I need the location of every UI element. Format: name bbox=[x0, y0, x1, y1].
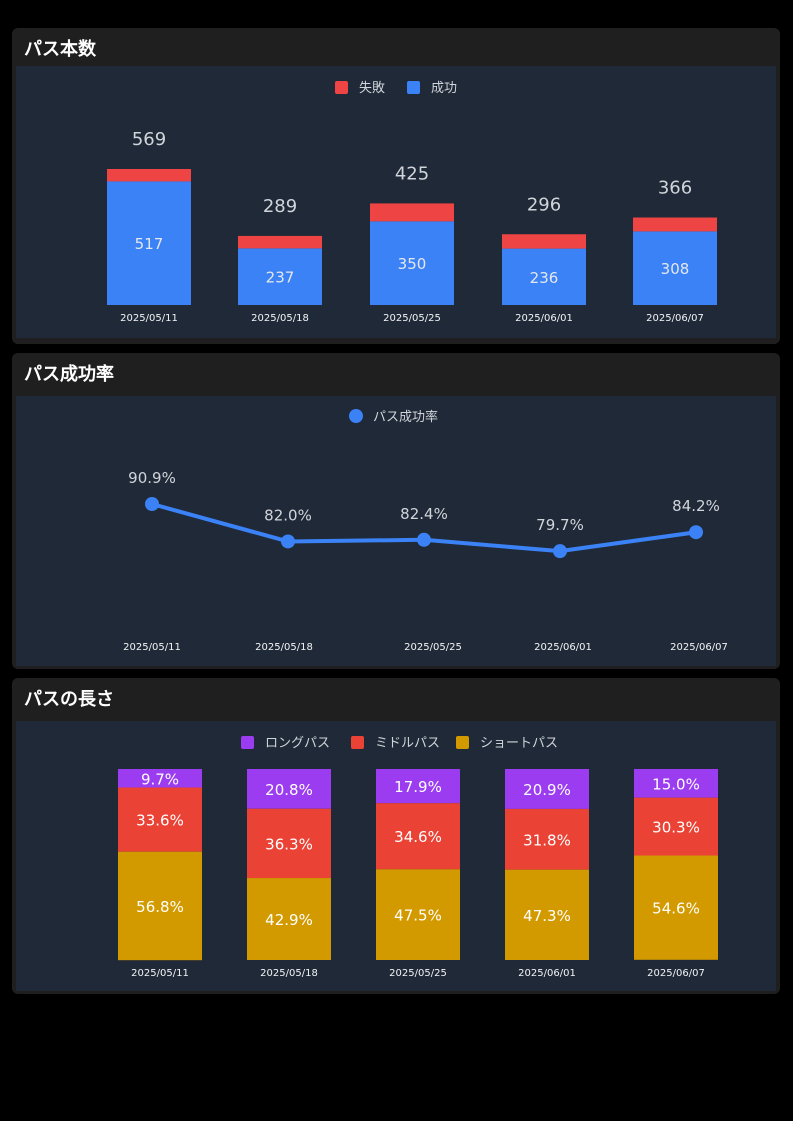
data-point bbox=[281, 534, 295, 549]
legend-swatch-1 bbox=[351, 736, 364, 749]
x-tick-label: 2025/05/18 bbox=[251, 313, 309, 324]
x-tick-label: 2025/05/18 bbox=[255, 642, 313, 653]
bar-segment-1 bbox=[634, 797, 718, 856]
bar-segment-0 bbox=[247, 769, 331, 809]
bar-total-label: 569 bbox=[132, 129, 166, 150]
x-tick-label: 2025/05/11 bbox=[131, 968, 189, 979]
bar-segment-label: 20.9% bbox=[523, 781, 571, 799]
bar-fail bbox=[370, 203, 454, 222]
pass-rate-plot: パス成功率 90.9% 2025/05/11 82.0% 2025/05/18 82.4%… bbox=[16, 396, 776, 666]
data-point bbox=[145, 497, 159, 511]
pass-count-panel: パス本数 失敗 成功 517 569 2025/05/11 237 289 2025/05/1… bbox=[12, 28, 780, 344]
bar-segment-label: 20.8% bbox=[265, 781, 313, 799]
bar-success bbox=[238, 248, 322, 305]
pass-rate-title: パス成功率 bbox=[24, 364, 114, 385]
legend-swatch-0 bbox=[241, 736, 254, 749]
bar-segment-label: 56.8% bbox=[136, 898, 184, 916]
legend-label-2: ショートパス bbox=[480, 736, 558, 751]
bar-segment-label: 31.8% bbox=[523, 831, 571, 849]
x-tick-label: 2025/06/01 bbox=[534, 642, 592, 653]
pass-length-panel: パスの長さ ロングパス ミドルパス ショートパス 9.7% 33.6% 56.8% 2025… bbox=[12, 678, 780, 994]
x-tick-label: 2025/05/11 bbox=[120, 313, 178, 324]
data-point bbox=[417, 532, 431, 547]
x-tick-label: 2025/05/25 bbox=[389, 968, 447, 979]
pass-count-title: パス本数 bbox=[24, 39, 96, 60]
bar-segment-label: 9.7% bbox=[141, 770, 179, 788]
x-tick-label: 2025/06/07 bbox=[647, 968, 705, 979]
bar-segment-0 bbox=[634, 769, 718, 798]
bar-total-label: 425 bbox=[395, 163, 429, 184]
bar-total-label: 289 bbox=[263, 196, 297, 217]
pass-rate-panel: パス成功率 パス成功率 90.9% 2025/05/11 82.0% 2025/05/1… bbox=[12, 353, 780, 669]
bar-success bbox=[633, 231, 717, 305]
bar-segment-label: 33.6% bbox=[136, 812, 184, 830]
bar-segment-label: 15.0% bbox=[652, 775, 700, 793]
bar-segment-label: 54.6% bbox=[652, 900, 700, 918]
bar-segment-label: 34.6% bbox=[394, 828, 442, 846]
bar-success-label: 236 bbox=[530, 269, 559, 287]
bar-success bbox=[107, 181, 191, 305]
legend-label-1: ミドルパス bbox=[375, 736, 440, 751]
bar-segment-1 bbox=[118, 787, 202, 852]
bar-segment-2 bbox=[247, 878, 331, 960]
bar-segment-0 bbox=[505, 769, 589, 809]
bar-segment-1 bbox=[247, 808, 331, 879]
bar-segment-2 bbox=[118, 851, 202, 961]
legend-swatch-2 bbox=[456, 736, 469, 749]
legend-label-0: 失敗 bbox=[359, 81, 385, 96]
legend-label-0: ロングパス bbox=[265, 736, 330, 751]
pass-rate-chart: パス成功率 90.9% 2025/05/11 82.0% 2025/05/18 82.4%… bbox=[123, 409, 728, 653]
legend-swatch-0 bbox=[335, 81, 348, 94]
bar-segment-label: 17.9% bbox=[394, 778, 442, 796]
bar-segment-2 bbox=[376, 869, 460, 960]
x-tick-label: 2025/05/25 bbox=[383, 313, 441, 324]
data-point-label: 84.2% bbox=[672, 497, 720, 515]
bar-fail bbox=[238, 235, 322, 249]
data-point-label: 79.7% bbox=[536, 516, 584, 534]
bar-segment-label: 47.3% bbox=[523, 907, 571, 925]
bar-success bbox=[370, 221, 454, 305]
x-tick-label: 2025/06/07 bbox=[670, 642, 728, 653]
x-tick-label: 2025/05/18 bbox=[260, 968, 318, 979]
bar-total-label: 366 bbox=[658, 178, 692, 199]
bar-fail bbox=[633, 217, 717, 232]
bar-segment-label: 30.3% bbox=[652, 819, 700, 837]
legend-marker bbox=[349, 409, 363, 423]
bar-success-label: 517 bbox=[135, 235, 164, 253]
bar-segment-0 bbox=[376, 769, 460, 804]
pass-length-title: パスの長さ bbox=[24, 689, 114, 710]
x-tick-label: 2025/06/01 bbox=[515, 313, 573, 324]
bar-success-label: 237 bbox=[266, 269, 295, 287]
pass-count-chart: 失敗 成功 517 569 2025/05/11 237 289 2025/05/18 350 4… bbox=[107, 81, 717, 324]
data-point bbox=[689, 525, 703, 540]
bar-segment-2 bbox=[505, 869, 589, 960]
bar-fail bbox=[502, 234, 586, 249]
pass-count-plot: 失敗 成功 517 569 2025/05/11 237 289 2025/05/18 350 4… bbox=[16, 66, 776, 338]
bar-total-label: 296 bbox=[527, 194, 561, 215]
bar-success bbox=[502, 248, 586, 305]
pass-length-chart: ロングパス ミドルパス ショートパス 9.7% 33.6% 56.8% 2025/05/11… bbox=[118, 736, 718, 979]
bar-segment-label: 47.5% bbox=[394, 907, 442, 925]
legend-swatch-1 bbox=[407, 81, 420, 94]
bar-success-label: 308 bbox=[661, 260, 690, 278]
data-point-label: 82.0% bbox=[264, 506, 312, 524]
data-point bbox=[553, 544, 567, 559]
bar-segment-label: 42.9% bbox=[265, 911, 313, 929]
bar-segment-label: 36.3% bbox=[265, 835, 313, 853]
x-tick-label: 2025/05/25 bbox=[404, 642, 462, 653]
legend-label-1: 成功 bbox=[431, 81, 457, 96]
x-tick-label: 2025/06/07 bbox=[646, 313, 704, 324]
bar-segment-2 bbox=[634, 855, 718, 960]
bar-segment-1 bbox=[376, 803, 460, 870]
pass-length-plot: ロングパス ミドルパス ショートパス 9.7% 33.6% 56.8% 2025/05/11… bbox=[16, 721, 776, 991]
bar-segment-1 bbox=[505, 808, 589, 870]
x-tick-label: 2025/05/11 bbox=[123, 642, 181, 653]
data-point-label: 82.4% bbox=[400, 505, 448, 523]
bar-fail bbox=[107, 169, 191, 182]
legend-label: パス成功率 bbox=[373, 409, 438, 425]
data-point-label: 90.9% bbox=[128, 469, 176, 487]
bar-segment-0 bbox=[118, 769, 202, 788]
bar-success-label: 350 bbox=[398, 255, 427, 273]
x-tick-label: 2025/06/01 bbox=[518, 968, 576, 979]
